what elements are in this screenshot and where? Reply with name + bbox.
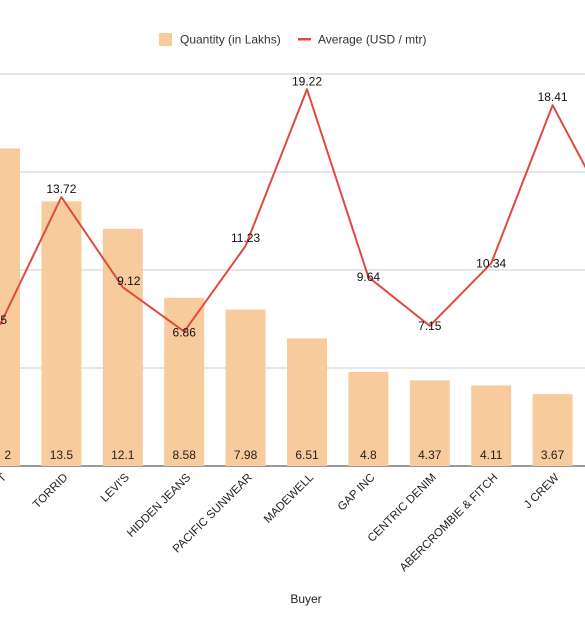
- line-path: [0, 88, 585, 333]
- bar-data-label: 12.1: [111, 448, 135, 462]
- bar: [409, 380, 450, 466]
- bar: [164, 297, 205, 466]
- x-tick-label: T: [0, 472, 9, 485]
- bar-series: [0, 148, 573, 467]
- legend-line-label: Average (USD / mtr): [318, 33, 426, 47]
- bar-data-label: 6.51: [295, 448, 319, 462]
- line-data-label: 11.23: [231, 231, 260, 245]
- x-tick-label: J CREW: [522, 472, 562, 512]
- bar-data-label: 4.37: [418, 448, 442, 462]
- x-tick-label: MADEWELL: [262, 471, 317, 526]
- line-data-label: 6.86: [173, 326, 197, 340]
- bar: [102, 228, 143, 466]
- line-data-label: 10.34: [476, 256, 506, 270]
- legend-line-swatch: [298, 38, 311, 41]
- bar: [0, 148, 20, 467]
- bar-data-label: 13.5: [50, 448, 74, 462]
- line-series: [0, 88, 585, 333]
- bar-data-label: 8.58: [173, 448, 197, 462]
- x-tick-label: CENTRIC DENIM: [366, 472, 439, 545]
- line-data-label: 13.72: [46, 182, 76, 196]
- x-tick-label: TORRID: [31, 472, 71, 512]
- x-tick-label: LEVI'S: [99, 471, 132, 504]
- line-data-labels: 5 13.72 9.12 6.86 11.23 19.22 9.64 7.15 10.34 18.…: [0, 74, 568, 339]
- legend-bar-swatch: [159, 33, 172, 46]
- bar: [471, 385, 512, 466]
- bar-data-label: 7.98: [234, 448, 258, 462]
- bar-data-label: 2: [4, 448, 11, 462]
- legend: Quantity (in Lakhs) Average (USD / mtr): [159, 33, 426, 47]
- x-tick-label: GAP INC: [336, 472, 378, 514]
- bar-data-label: 3.67: [541, 448, 565, 462]
- x-axis-title: Buyer: [290, 592, 321, 606]
- bar: [348, 371, 389, 466]
- bar: [287, 338, 327, 466]
- x-tick-label: ABERCROMBIE & FITCH: [398, 472, 500, 574]
- bar: [532, 394, 573, 466]
- line-data-label: 7.15: [418, 319, 442, 333]
- line-data-label: 9.12: [117, 274, 141, 288]
- line-data-label: 9.64: [357, 270, 381, 284]
- line-data-label: 5: [0, 313, 7, 327]
- line-data-label: 18.41: [538, 90, 568, 104]
- bar-data-label: 4.8: [360, 448, 377, 462]
- bar-data-label: 4.11: [480, 448, 503, 462]
- bar-data-labels: 2 13.5 12.1 8.58 7.98 6.51 4.8 4.37 4.11 3.67: [4, 448, 564, 462]
- line-data-label: 19.22: [292, 74, 322, 88]
- legend-bar-label: Quantity (in Lakhs): [180, 33, 281, 47]
- bar: [225, 309, 266, 466]
- bar: [41, 201, 82, 466]
- x-tick-label: HIDDEN JEANS: [125, 471, 193, 539]
